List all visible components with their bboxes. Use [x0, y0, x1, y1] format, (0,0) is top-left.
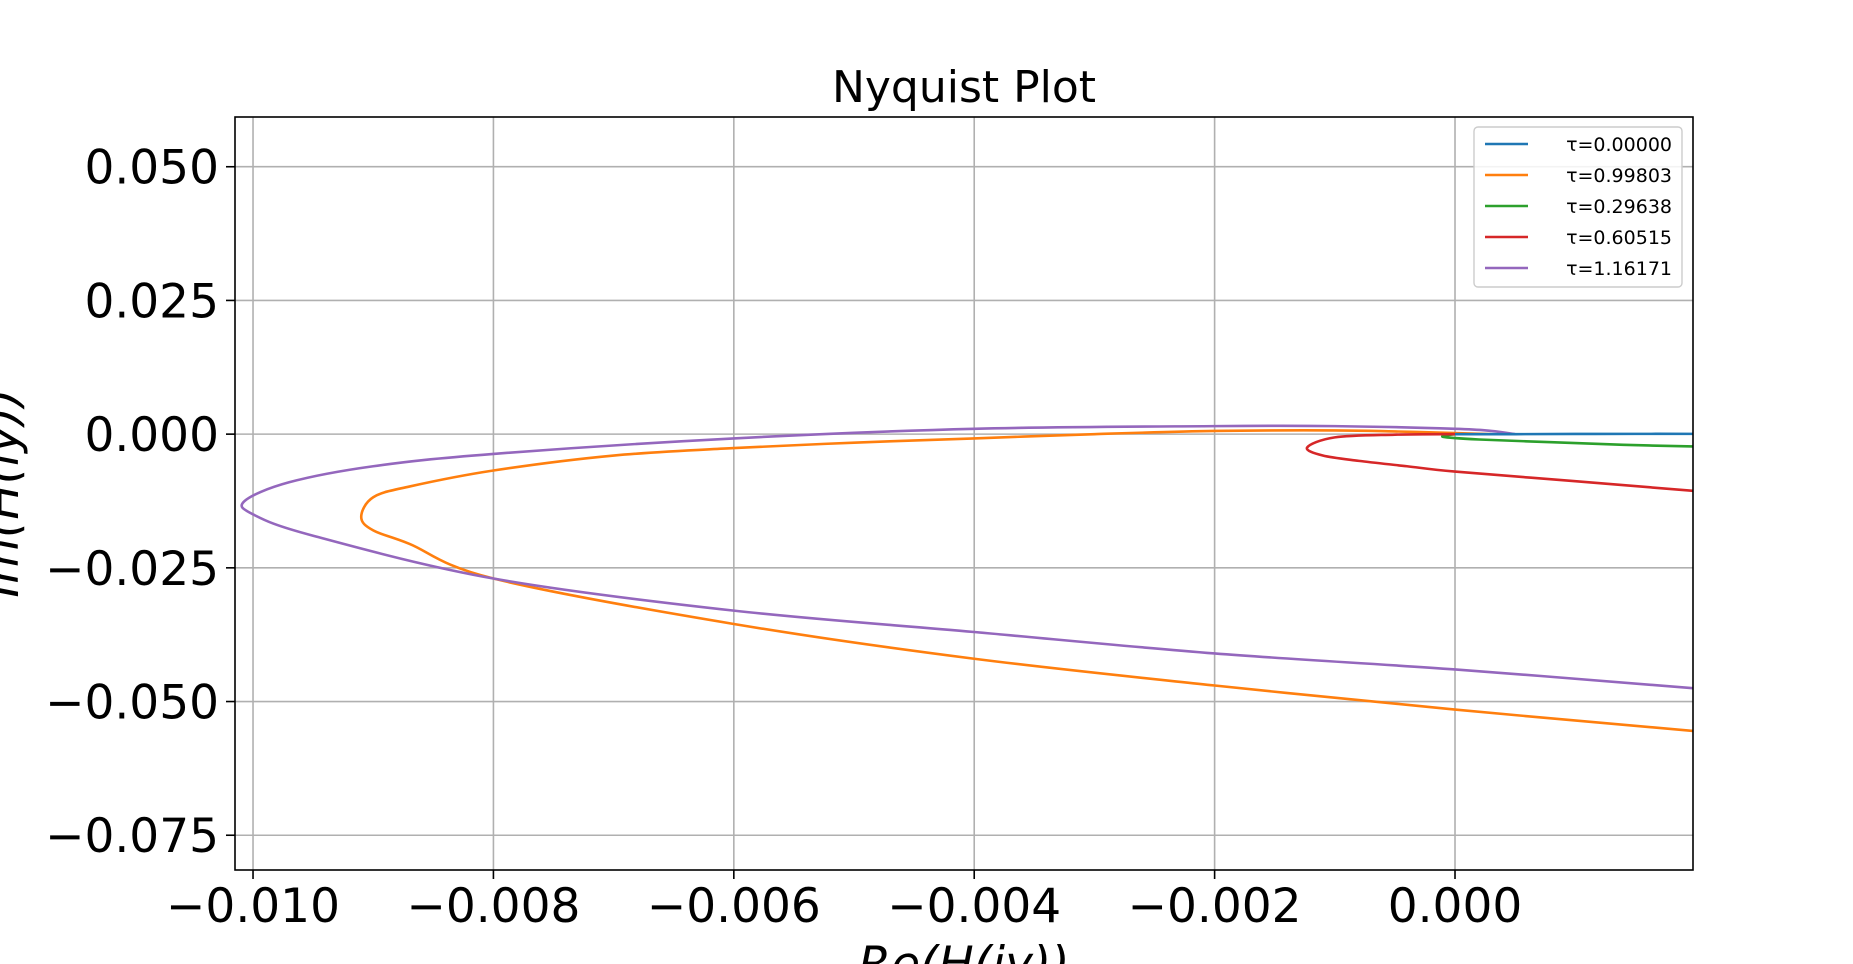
y-tick-label: −0.050	[45, 676, 219, 731]
grid	[235, 117, 1693, 870]
legend-label-4: τ=1.16171	[1566, 258, 1672, 280]
y-tick-label: 0.050	[84, 141, 219, 196]
series-line-4	[240, 424, 1693, 690]
x-tick-label: −0.006	[647, 879, 821, 934]
y-tick-label: −0.025	[45, 542, 219, 597]
y-tick-label: 0.000	[84, 408, 219, 463]
series-line-1	[359, 429, 1693, 733]
legend-label-1: τ=0.99803	[1566, 165, 1672, 187]
series-group	[240, 424, 1693, 733]
chart-title: Nyquist Plot	[832, 62, 1096, 113]
series-line-2	[1440, 432, 1693, 448]
x-tick-label: −0.008	[406, 879, 580, 934]
x-tick-label: −0.004	[887, 879, 1061, 934]
x-tick-label: −0.010	[166, 879, 340, 934]
legend-label-0: τ=0.00000	[1566, 134, 1672, 156]
y-tick-label: 0.025	[84, 274, 219, 329]
legend-box	[1473, 126, 1683, 288]
y-axis-label: Im(H(iy))	[0, 388, 30, 597]
x-axis-label: Re(H(iy))	[858, 937, 1069, 964]
legend: τ=0.00000 τ=0.99803 τ=0.29638 τ=0.60515 τ=1.…	[1473, 126, 1683, 288]
series-line-3	[1305, 432, 1693, 493]
legend-label-3: τ=0.60515	[1566, 227, 1672, 249]
axis-ticks: −0.010 −0.008 −0.006 −0.004 −0.002 0.000 0.050…	[45, 141, 1522, 934]
x-tick-label: 0.000	[1388, 879, 1523, 934]
y-tick-label: −0.075	[45, 809, 219, 864]
plot-frame	[234, 116, 1694, 871]
legend-label-2: τ=0.29638	[1566, 196, 1672, 218]
x-tick-label: −0.002	[1128, 879, 1302, 934]
